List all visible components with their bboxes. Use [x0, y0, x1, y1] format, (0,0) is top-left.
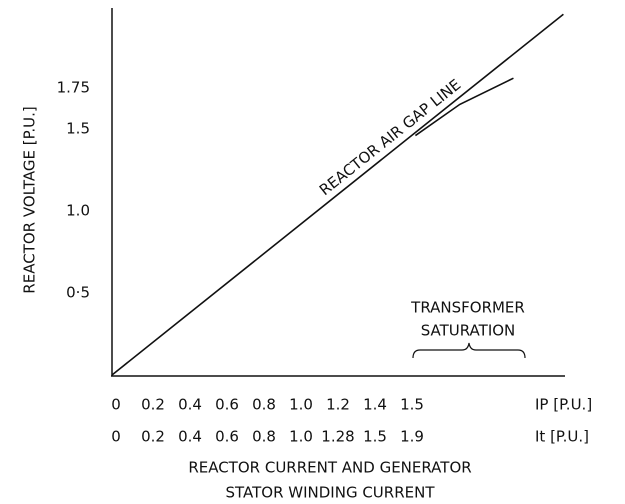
data-line — [111, 13, 564, 376]
y-tick-label: 1.75 — [57, 79, 90, 97]
x-tick-label: 1.0 — [289, 396, 313, 414]
y-tick-label: 1.5 — [66, 120, 90, 138]
x-tick-label: 1.2 — [326, 396, 350, 414]
x2-tick-label: 0.8 — [252, 428, 276, 446]
brace — [412, 342, 526, 359]
x-tick-label: 0.6 — [215, 396, 239, 414]
x2-tick-label: 1.5 — [363, 428, 387, 446]
x-tick-label: 0.4 — [178, 396, 202, 414]
x2-tick-label: 0.4 — [178, 428, 202, 446]
line-label: REACTOR AIR GAP LINE — [316, 75, 464, 199]
x2-tick-label: 0.2 — [141, 428, 165, 446]
annotation: SATURATION — [421, 322, 516, 340]
annotation: TRANSFORMER — [410, 299, 525, 317]
x-tick-label: 1.5 — [400, 396, 424, 414]
x-tick-label: 0.8 — [252, 396, 276, 414]
x2-axis-unit: It [P.U.] — [535, 428, 589, 446]
x-tick-label: 0 — [111, 396, 121, 414]
y-axis-title: REACTOR VOLTAGE [P.U.] — [21, 106, 39, 293]
x-tick-label: 0.2 — [141, 396, 165, 414]
x2-tick-label: 1.28 — [321, 428, 354, 446]
x2-tick-label: 0.6 — [215, 428, 239, 446]
x-axis-unit: IP [P.U.] — [535, 396, 592, 414]
data-line — [414, 77, 514, 137]
x-tick-label: 1.4 — [363, 396, 387, 414]
x-axis-title: REACTOR CURRENT AND GENERATOR — [188, 459, 471, 477]
y-tick-label: 1.0 — [66, 202, 90, 220]
x-axis-title: STATOR WINDING CURRENT — [226, 484, 436, 502]
y-tick-label: 0·5 — [66, 284, 90, 302]
x2-tick-label: 1.9 — [400, 428, 424, 446]
x2-tick-label: 1.0 — [289, 428, 313, 446]
x2-tick-label: 0 — [111, 428, 121, 446]
